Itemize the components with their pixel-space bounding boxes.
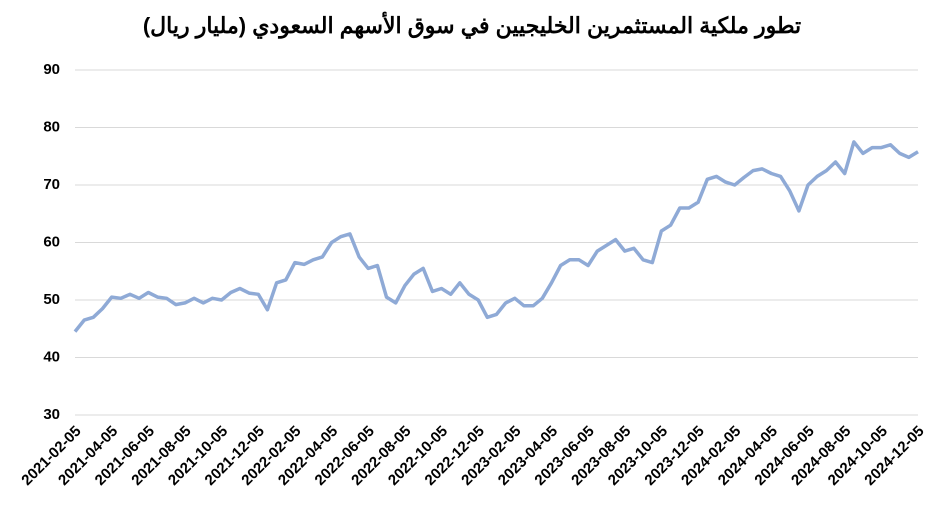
y-tick-label: 30 <box>43 406 60 423</box>
y-tick-label: 80 <box>43 118 60 135</box>
chart-title: تطور ملكية المستثمرين الخليجيين في سوق ا… <box>143 11 801 39</box>
line-series <box>73 140 919 333</box>
y-tick-label: 90 <box>43 61 60 78</box>
y-tick-label: 40 <box>43 348 60 365</box>
y-tick-label: 60 <box>43 233 60 250</box>
y-tick-label: 50 <box>43 291 60 308</box>
y-tick-label: 70 <box>43 176 60 193</box>
